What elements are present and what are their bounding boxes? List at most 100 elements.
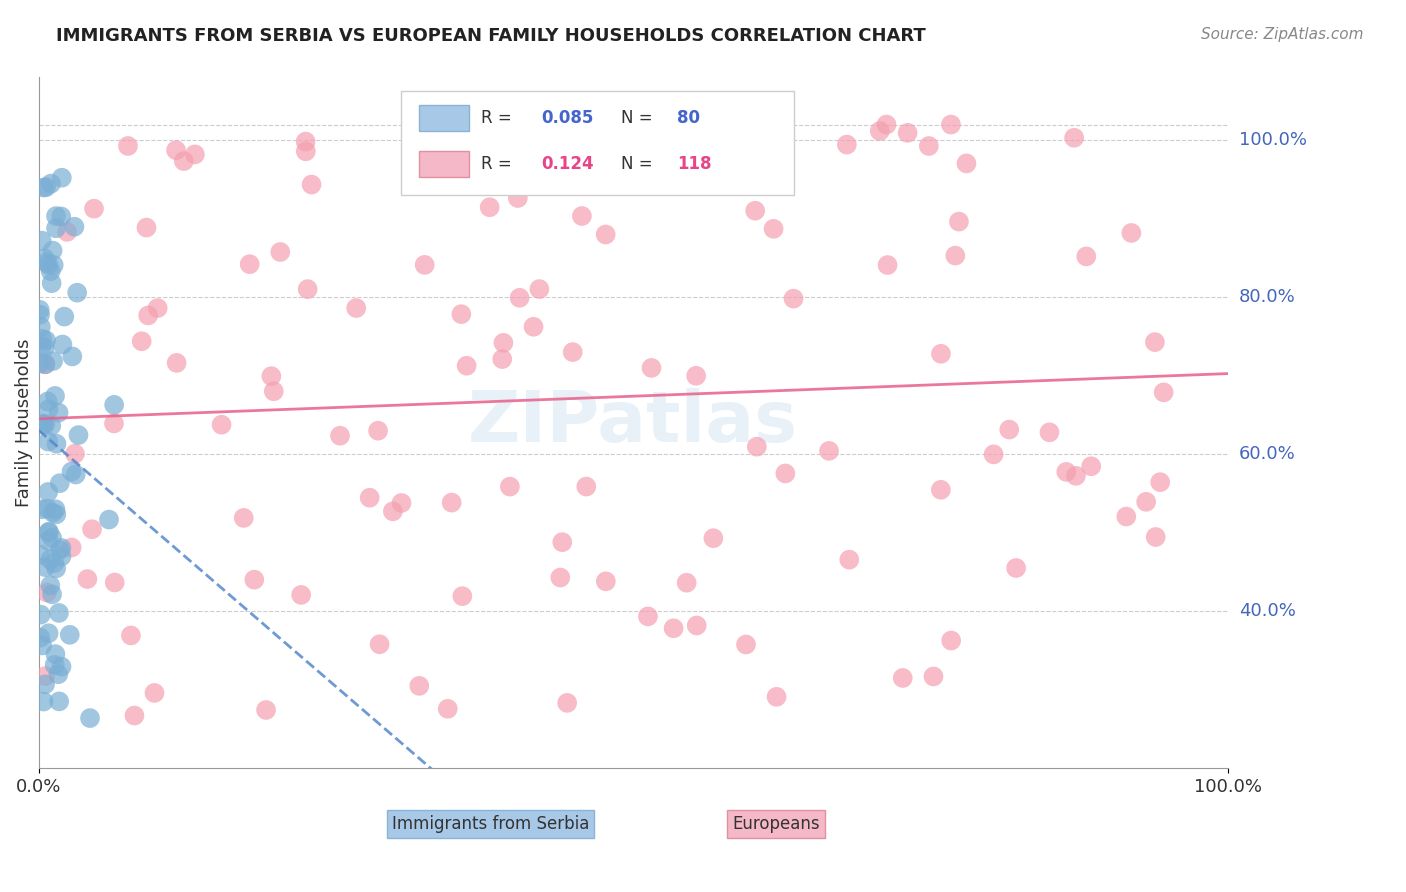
Text: 80: 80 xyxy=(678,109,700,128)
Point xyxy=(48,606,70,620)
Point xyxy=(56,225,79,239)
Text: 0.124: 0.124 xyxy=(541,155,595,173)
Point xyxy=(34,560,56,574)
Y-axis label: Family Households: Family Households xyxy=(15,339,32,508)
Point xyxy=(38,626,60,640)
Point xyxy=(67,428,90,442)
Point xyxy=(408,679,430,693)
Point xyxy=(491,352,513,367)
Point xyxy=(60,465,83,479)
Point xyxy=(44,657,66,672)
Point xyxy=(263,384,285,399)
Point xyxy=(38,525,60,540)
Point xyxy=(42,354,65,368)
Point xyxy=(686,618,709,632)
Point xyxy=(35,333,58,347)
Point xyxy=(48,694,70,708)
Point xyxy=(765,690,787,704)
Point xyxy=(46,667,69,681)
Point xyxy=(30,308,52,322)
Point xyxy=(48,406,70,420)
Point xyxy=(45,508,67,522)
Point xyxy=(983,447,1005,461)
Point xyxy=(124,708,146,723)
Point xyxy=(998,423,1021,437)
Point xyxy=(42,258,65,272)
Point xyxy=(918,139,941,153)
Point xyxy=(31,502,53,516)
Point xyxy=(1076,249,1098,263)
Point xyxy=(939,633,962,648)
Point xyxy=(876,258,898,272)
Point xyxy=(254,703,277,717)
Point xyxy=(83,202,105,216)
Text: 118: 118 xyxy=(678,155,711,173)
Point xyxy=(39,264,62,278)
Point xyxy=(59,628,82,642)
Point xyxy=(44,389,66,403)
Point xyxy=(103,417,125,431)
Point xyxy=(818,443,841,458)
Point xyxy=(37,394,59,409)
Point xyxy=(45,437,67,451)
Point xyxy=(745,440,768,454)
Point xyxy=(630,127,652,141)
Point xyxy=(440,495,463,509)
Point xyxy=(702,531,724,545)
Text: N =: N = xyxy=(621,109,658,128)
Point xyxy=(35,585,58,599)
Point xyxy=(41,587,63,601)
Point xyxy=(76,572,98,586)
Point xyxy=(450,307,472,321)
Point xyxy=(344,301,367,315)
Point xyxy=(34,357,56,371)
Point xyxy=(1149,475,1171,490)
Point xyxy=(301,178,323,192)
Point xyxy=(34,677,56,691)
Point xyxy=(744,203,766,218)
Point xyxy=(1144,530,1167,544)
Point xyxy=(165,143,187,157)
Point xyxy=(897,126,920,140)
Point xyxy=(30,319,52,334)
Point xyxy=(60,541,83,555)
FancyBboxPatch shape xyxy=(419,105,470,131)
Point xyxy=(65,467,87,482)
Point xyxy=(381,504,404,518)
Point xyxy=(31,639,53,653)
Point xyxy=(51,549,73,564)
Point xyxy=(51,170,73,185)
Point xyxy=(666,160,689,174)
Point xyxy=(943,249,966,263)
Point xyxy=(31,339,53,353)
Point xyxy=(30,548,52,562)
Point xyxy=(1121,226,1143,240)
Point xyxy=(103,398,125,412)
Point xyxy=(32,694,55,708)
Point xyxy=(41,531,63,545)
Point xyxy=(39,418,62,433)
Point xyxy=(32,417,55,432)
Point xyxy=(676,169,699,183)
Point xyxy=(51,541,73,555)
Point xyxy=(391,496,413,510)
Point xyxy=(37,402,59,417)
Point xyxy=(499,480,522,494)
Point xyxy=(1064,468,1087,483)
Point xyxy=(838,552,860,566)
Point xyxy=(939,118,962,132)
Text: 60.0%: 60.0% xyxy=(1239,445,1295,463)
Point xyxy=(49,476,72,491)
Point xyxy=(32,417,55,431)
Point xyxy=(28,302,51,317)
Point xyxy=(1054,465,1077,479)
Point xyxy=(922,669,945,683)
Point xyxy=(1005,561,1028,575)
Point xyxy=(239,257,262,271)
Text: 100.0%: 100.0% xyxy=(1239,131,1306,149)
Point xyxy=(955,156,977,170)
Point xyxy=(41,276,63,290)
FancyBboxPatch shape xyxy=(401,91,793,195)
Point xyxy=(51,337,73,351)
Point xyxy=(45,209,67,223)
